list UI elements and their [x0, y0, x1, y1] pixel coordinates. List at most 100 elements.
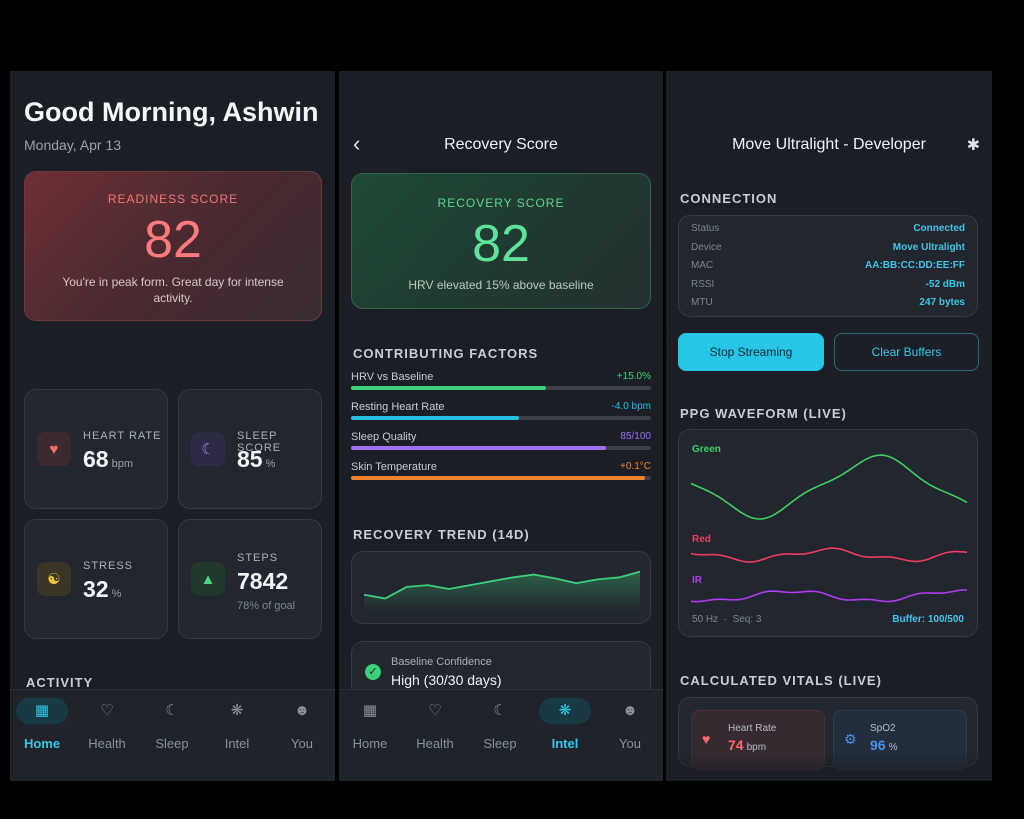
connection-key: Device [691, 241, 722, 253]
greeting-title: Good Morning, Ashwin [24, 97, 319, 127]
nav-you[interactable]: ☻ You [272, 698, 332, 751]
connection-value: 247 bytes [919, 297, 965, 308]
recovery-value: 82 [472, 215, 530, 273]
grid-icon: ▦ [16, 698, 68, 724]
date-label: Monday, Apr 13 [24, 137, 122, 153]
grid-icon: ▦ [362, 702, 378, 719]
nav-you[interactable]: ☻ You [600, 698, 660, 751]
factor-value: +0.1°C [620, 461, 651, 472]
connection-value: Connected [913, 223, 965, 234]
trend-line [363, 570, 641, 600]
connection-value: Move Ultralight [892, 241, 965, 253]
trend-area [364, 571, 640, 612]
readiness-card[interactable]: READINESS SCORE 82 You're in peak form. … [24, 171, 322, 321]
connection-card: Status Connected Device Move Ultralight MAC A… [678, 215, 978, 317]
nav-health[interactable]: ♡ Health [77, 698, 137, 751]
recovery-description: HRV elevated 15% above baseline [408, 278, 594, 292]
bottom-nav: ▦ Home ♡ Health ☾ Sleep ❋ Intel ☻ You [10, 689, 335, 781]
heart-rate-value: 68 bpm [83, 446, 133, 472]
user-icon: ☻ [294, 702, 310, 719]
confidence-label: Baseline Confidence [391, 656, 492, 668]
connection-key: MAC [691, 260, 714, 271]
clear-buffers-button[interactable]: Clear Buffers [834, 333, 979, 371]
factor-row: HRV vs Baseline +15.0% [351, 371, 651, 401]
nav-intel[interactable]: ❋ Intel [207, 698, 267, 751]
walking-icon: ▲ [191, 562, 225, 596]
sleep-score-card[interactable]: ☾ SLEEP SCORE 85% [178, 389, 322, 509]
stop-streaming-button[interactable]: Stop Streaming [678, 333, 824, 371]
nav-sleep[interactable]: ☾ Sleep [470, 698, 530, 751]
readiness-label: READINESS SCORE [107, 192, 239, 206]
vitals-title: CALCULATED VITALS (LIVE) [680, 673, 882, 688]
factor-fill [351, 446, 606, 450]
factor-row: Resting Heart Rate -4.0 bpm [351, 401, 651, 431]
green-waveform-line [690, 454, 968, 520]
back-chevron-icon[interactable]: ‹ [353, 131, 361, 156]
brain-icon: ❋ [539, 698, 591, 724]
steps-label: STEPS [237, 552, 279, 564]
heart-rate-label: HEART RATE [83, 430, 162, 442]
brain-icon: ❋ [230, 702, 244, 719]
recovery-header-title: Recovery Score [444, 136, 558, 153]
readiness-description: You're in peak form. Great day for inten… [62, 275, 284, 305]
readiness-value: 82 [144, 211, 202, 269]
meditation-icon: ☯ [37, 562, 71, 596]
sleep-score-label: SLEEP SCORE [237, 430, 282, 454]
buffer-status: Buffer: 100/500 [892, 614, 964, 625]
factor-row: Sleep Quality 85/100 [351, 431, 651, 461]
green-label: Green [692, 444, 721, 455]
factor-name: Skin Temperature [351, 461, 438, 473]
stress-card[interactable]: ☯ STRESS 32% [24, 519, 168, 639]
nav-home[interactable]: ▦ Home [12, 698, 72, 751]
user-icon: ☻ [622, 702, 638, 719]
home-screen: Good Morning, Ashwin Monday, Apr 13 READ… [10, 71, 335, 781]
steps-value: 7842 [237, 568, 289, 594]
device-screen: Move Ultralight - Developer ✱ CONNECTION… [666, 71, 992, 781]
moon-outline-icon: ☾ [165, 702, 179, 719]
contributing-factors-title: CONTRIBUTING FACTORS [353, 346, 539, 361]
scroll-fade [666, 751, 992, 781]
heart-rate-card[interactable]: ♥ HEART RATE 68 bpm [24, 389, 168, 509]
steps-subtitle: 78% of goal [237, 600, 296, 612]
steps-card[interactable]: ▲ STEPS 7842 78% of goal [178, 519, 322, 639]
connection-key: MTU [691, 297, 713, 308]
waveform-title: PPG WAVEFORM (LIVE) [680, 406, 847, 421]
connection-value: -52 dBm [925, 278, 965, 290]
factor-row: Skin Temperature +0.1°C [351, 461, 651, 491]
factor-value: -4.0 bpm [611, 401, 651, 412]
bottom-nav: ▦ Home ♡ Health ☾ Sleep ❋ Intel ☻ You [339, 689, 663, 781]
connection-row: MTU 247 bytes [691, 297, 965, 313]
factor-track [351, 416, 651, 420]
nav-intel[interactable]: ❋ Intel [535, 698, 595, 751]
nav-home[interactable]: ▦ Home [340, 698, 400, 751]
factor-track [351, 446, 651, 450]
bluetooth-icon[interactable]: ✱ [966, 137, 980, 154]
connection-row: Device Move Ultralight [691, 242, 965, 258]
ppg-waveform-chart [690, 454, 968, 603]
connection-row: RSSI -52 dBm [691, 279, 965, 295]
factor-name: Resting Heart Rate [351, 401, 445, 413]
lungs-icon: ⚙ [844, 731, 857, 747]
heart-icon: ♥ [37, 432, 71, 466]
factor-value: 85/100 [620, 431, 651, 442]
connection-row: Status Connected [691, 223, 965, 239]
nav-health[interactable]: ♡ Health [405, 698, 465, 751]
factor-fill [351, 476, 645, 480]
factor-name: HRV vs Baseline [351, 371, 434, 383]
ppg-waveform-card: Green Red IR 50 Hz · Seq: 3 Buffer: 100/… [678, 429, 978, 637]
recovery-trend-chart [363, 570, 641, 612]
factor-track [351, 476, 651, 480]
heart-icon: ♥ [702, 731, 711, 747]
connection-title: CONNECTION [680, 191, 778, 206]
nav-sleep[interactable]: ☾ Sleep [142, 698, 202, 751]
factor-name: Sleep Quality [351, 431, 417, 443]
factor-track [351, 386, 651, 390]
connection-key: RSSI [691, 278, 715, 290]
sleep-score-value: 85% [237, 446, 276, 472]
ir-waveform-line [690, 589, 967, 603]
activity-section-title: ACTIVITY [26, 675, 94, 690]
connection-value: AA:BB:CC:DD:EE:FF [865, 260, 965, 271]
stress-value: 32% [83, 576, 122, 602]
stress-label: STRESS [83, 560, 134, 572]
moon-outline-icon: ☾ [493, 702, 507, 719]
